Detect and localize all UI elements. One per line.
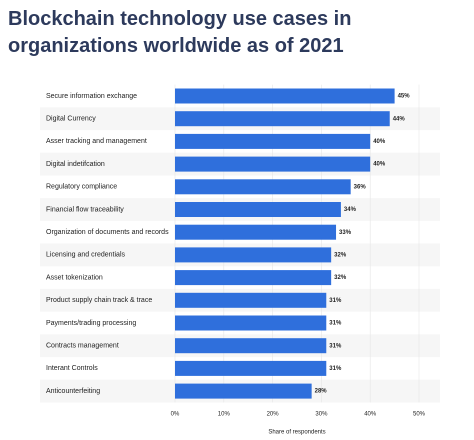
bar	[175, 156, 371, 172]
y-tick-label: Anticounterfeiting	[46, 388, 100, 395]
y-tick-label: Organization of documents and records	[46, 229, 169, 236]
bar	[175, 247, 332, 263]
bar	[175, 315, 327, 331]
bar	[175, 133, 371, 149]
y-tick-label: Payments/trading processing	[46, 320, 136, 327]
x-tick-label: 0%	[171, 412, 180, 418]
chart-title: Blockchain technology use cases in organ…	[8, 8, 352, 57]
y-tick-label: Secure information exchange	[46, 93, 137, 100]
value-label: 31%	[329, 366, 342, 372]
bar	[175, 202, 341, 217]
bar	[175, 338, 327, 354]
y-tick-label: Asset tokenization	[46, 274, 103, 281]
y-tick-label: Product supply chain track & trace	[46, 297, 152, 304]
value-label: 32%	[334, 275, 347, 281]
value-label: 44%	[393, 116, 406, 122]
bar	[175, 224, 337, 240]
value-label: 36%	[354, 184, 367, 190]
bar	[175, 292, 327, 308]
value-label: 34%	[344, 207, 357, 213]
value-label: 28%	[315, 389, 328, 395]
y-tick-label: Digital indetifcation	[46, 161, 105, 168]
y-tick-label: Digital Currency	[46, 116, 96, 123]
bar	[175, 270, 332, 286]
bar	[175, 179, 351, 195]
x-tick-label: 10%	[218, 412, 231, 418]
y-tick-label: Interant Controls	[46, 365, 98, 372]
x-axis-label: Share of respondents	[268, 430, 325, 436]
value-label: 32%	[334, 252, 347, 258]
x-tick-label: 40%	[364, 412, 377, 418]
y-tick-label: Contracts management	[46, 343, 119, 350]
x-tick-label: 30%	[315, 412, 328, 418]
bar	[175, 383, 312, 399]
bar	[175, 360, 327, 376]
y-tick-label: Regulatory compliance	[46, 184, 117, 191]
value-label: 31%	[329, 343, 342, 349]
value-label: 31%	[329, 298, 342, 304]
y-tick-label: Financial flow traceability	[46, 206, 124, 213]
y-tick-label: Licensing and credentials	[46, 252, 125, 259]
bar	[175, 88, 395, 104]
x-tick-label: 20%	[267, 412, 280, 418]
bar	[175, 111, 390, 127]
value-label: 45%	[398, 94, 411, 100]
value-label: 40%	[373, 162, 386, 168]
x-tick-label: 50%	[413, 412, 426, 418]
value-label: 31%	[329, 321, 342, 327]
value-label: 40%	[373, 139, 386, 145]
y-tick-label: Asser tracking and management	[46, 138, 147, 145]
value-label: 33%	[339, 230, 352, 236]
